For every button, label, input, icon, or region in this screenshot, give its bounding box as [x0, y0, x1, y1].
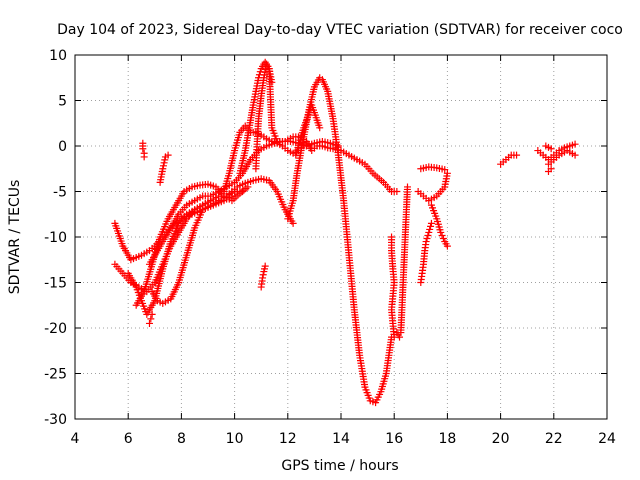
- data-point-marker: [571, 140, 579, 148]
- data-point-marker: [139, 145, 147, 153]
- data-point-marker: [255, 74, 263, 82]
- data-point-marker: [443, 169, 451, 177]
- series-track-q: [393, 183, 411, 341]
- series-track-v: [497, 151, 521, 168]
- series-track-j: [284, 74, 396, 407]
- data-point-marker: [424, 231, 432, 239]
- y-tick-label: -25: [44, 367, 67, 383]
- series-track-n: [145, 310, 156, 327]
- x-tick-label: 16: [385, 431, 403, 447]
- data-point-marker: [159, 165, 167, 173]
- x-tick-label: 10: [226, 431, 244, 447]
- data-point-marker: [443, 242, 451, 250]
- data-point-marker: [426, 225, 434, 233]
- data-point-marker: [145, 319, 153, 327]
- y-tick-label: -10: [44, 230, 67, 246]
- y-tick-label: -30: [44, 412, 67, 428]
- data-point-marker: [255, 71, 263, 79]
- data-point-marker: [244, 183, 252, 191]
- y-tick-label: -5: [53, 185, 67, 201]
- series-track-k: [292, 101, 324, 159]
- data-point-marker: [422, 238, 430, 246]
- data-point-marker: [547, 165, 555, 173]
- series-track-x: [544, 147, 579, 168]
- y-tick-label: 5: [58, 94, 67, 110]
- x-tick-label: 22: [545, 431, 563, 447]
- series-track-s: [417, 163, 449, 174]
- series-track-p: [388, 233, 398, 341]
- data-point-marker: [256, 68, 264, 76]
- data-point-marker: [427, 219, 435, 227]
- data-point-marker: [396, 333, 404, 341]
- data-marks: [111, 58, 579, 407]
- data-point-marker: [441, 166, 449, 174]
- data-point-marker: [289, 219, 297, 227]
- data-point-marker: [160, 159, 168, 167]
- y-tick-label: 0: [58, 139, 67, 155]
- x-tick-label: 8: [177, 431, 186, 447]
- x-tick-label: 4: [71, 431, 80, 447]
- data-point-marker: [259, 271, 267, 279]
- data-point-marker: [513, 151, 521, 159]
- series-track-m: [156, 151, 172, 186]
- series-track-r: [414, 169, 451, 205]
- grid: [75, 55, 607, 419]
- series-track-z: [542, 142, 555, 153]
- series-track-i: [236, 58, 276, 177]
- data-point-marker: [547, 145, 555, 153]
- series-track-l: [139, 139, 148, 161]
- y-axis-label: SDTVAR / TECUs: [7, 180, 23, 295]
- data-point-marker: [261, 262, 269, 270]
- x-tick-label: 24: [598, 431, 616, 447]
- data-point-marker: [159, 162, 167, 170]
- data-point-marker: [438, 231, 446, 239]
- y-tick-label: -20: [44, 321, 67, 337]
- x-tick-label: 20: [492, 431, 510, 447]
- x-tick-label: 12: [279, 431, 297, 447]
- data-point-marker: [437, 228, 445, 236]
- series-track-h: [252, 60, 401, 195]
- data-point-marker: [439, 235, 447, 243]
- axis-ticks: 4 6 8 10 12 14 16 18 20 22 24 -30 -25 -20 -15 -10 -5 0 5 10: [44, 48, 616, 447]
- data-point-marker: [316, 124, 324, 132]
- data-point-marker: [147, 315, 155, 323]
- series-track-t: [427, 201, 451, 250]
- data-point-marker: [259, 274, 267, 282]
- data-point-marker: [393, 188, 401, 195]
- chart-title: Day 104 of 2023, Sidereal Day-to-day VTE…: [57, 22, 623, 38]
- data-point-marker: [164, 151, 172, 159]
- series-track-y: [544, 165, 555, 175]
- data-point-marker: [161, 156, 169, 164]
- series-track-u: [417, 219, 435, 286]
- data-point-marker: [425, 228, 433, 236]
- x-tick-label: 14: [332, 431, 350, 447]
- y-tick-label: 10: [49, 48, 67, 64]
- x-axis-label: GPS time / hours: [281, 458, 398, 474]
- data-point-marker: [571, 151, 579, 159]
- x-tick-label: 6: [124, 431, 133, 447]
- data-point-marker: [404, 183, 411, 191]
- series-track-d: [148, 175, 297, 307]
- data-point-marker: [148, 310, 156, 318]
- data-point-marker: [427, 222, 435, 230]
- data-point-marker: [423, 235, 431, 243]
- y-tick-label: -15: [44, 276, 67, 292]
- x-tick-label: 18: [438, 431, 456, 447]
- series-track-o: [257, 262, 269, 291]
- data-point-marker: [140, 153, 148, 161]
- data-point-marker: [268, 78, 276, 86]
